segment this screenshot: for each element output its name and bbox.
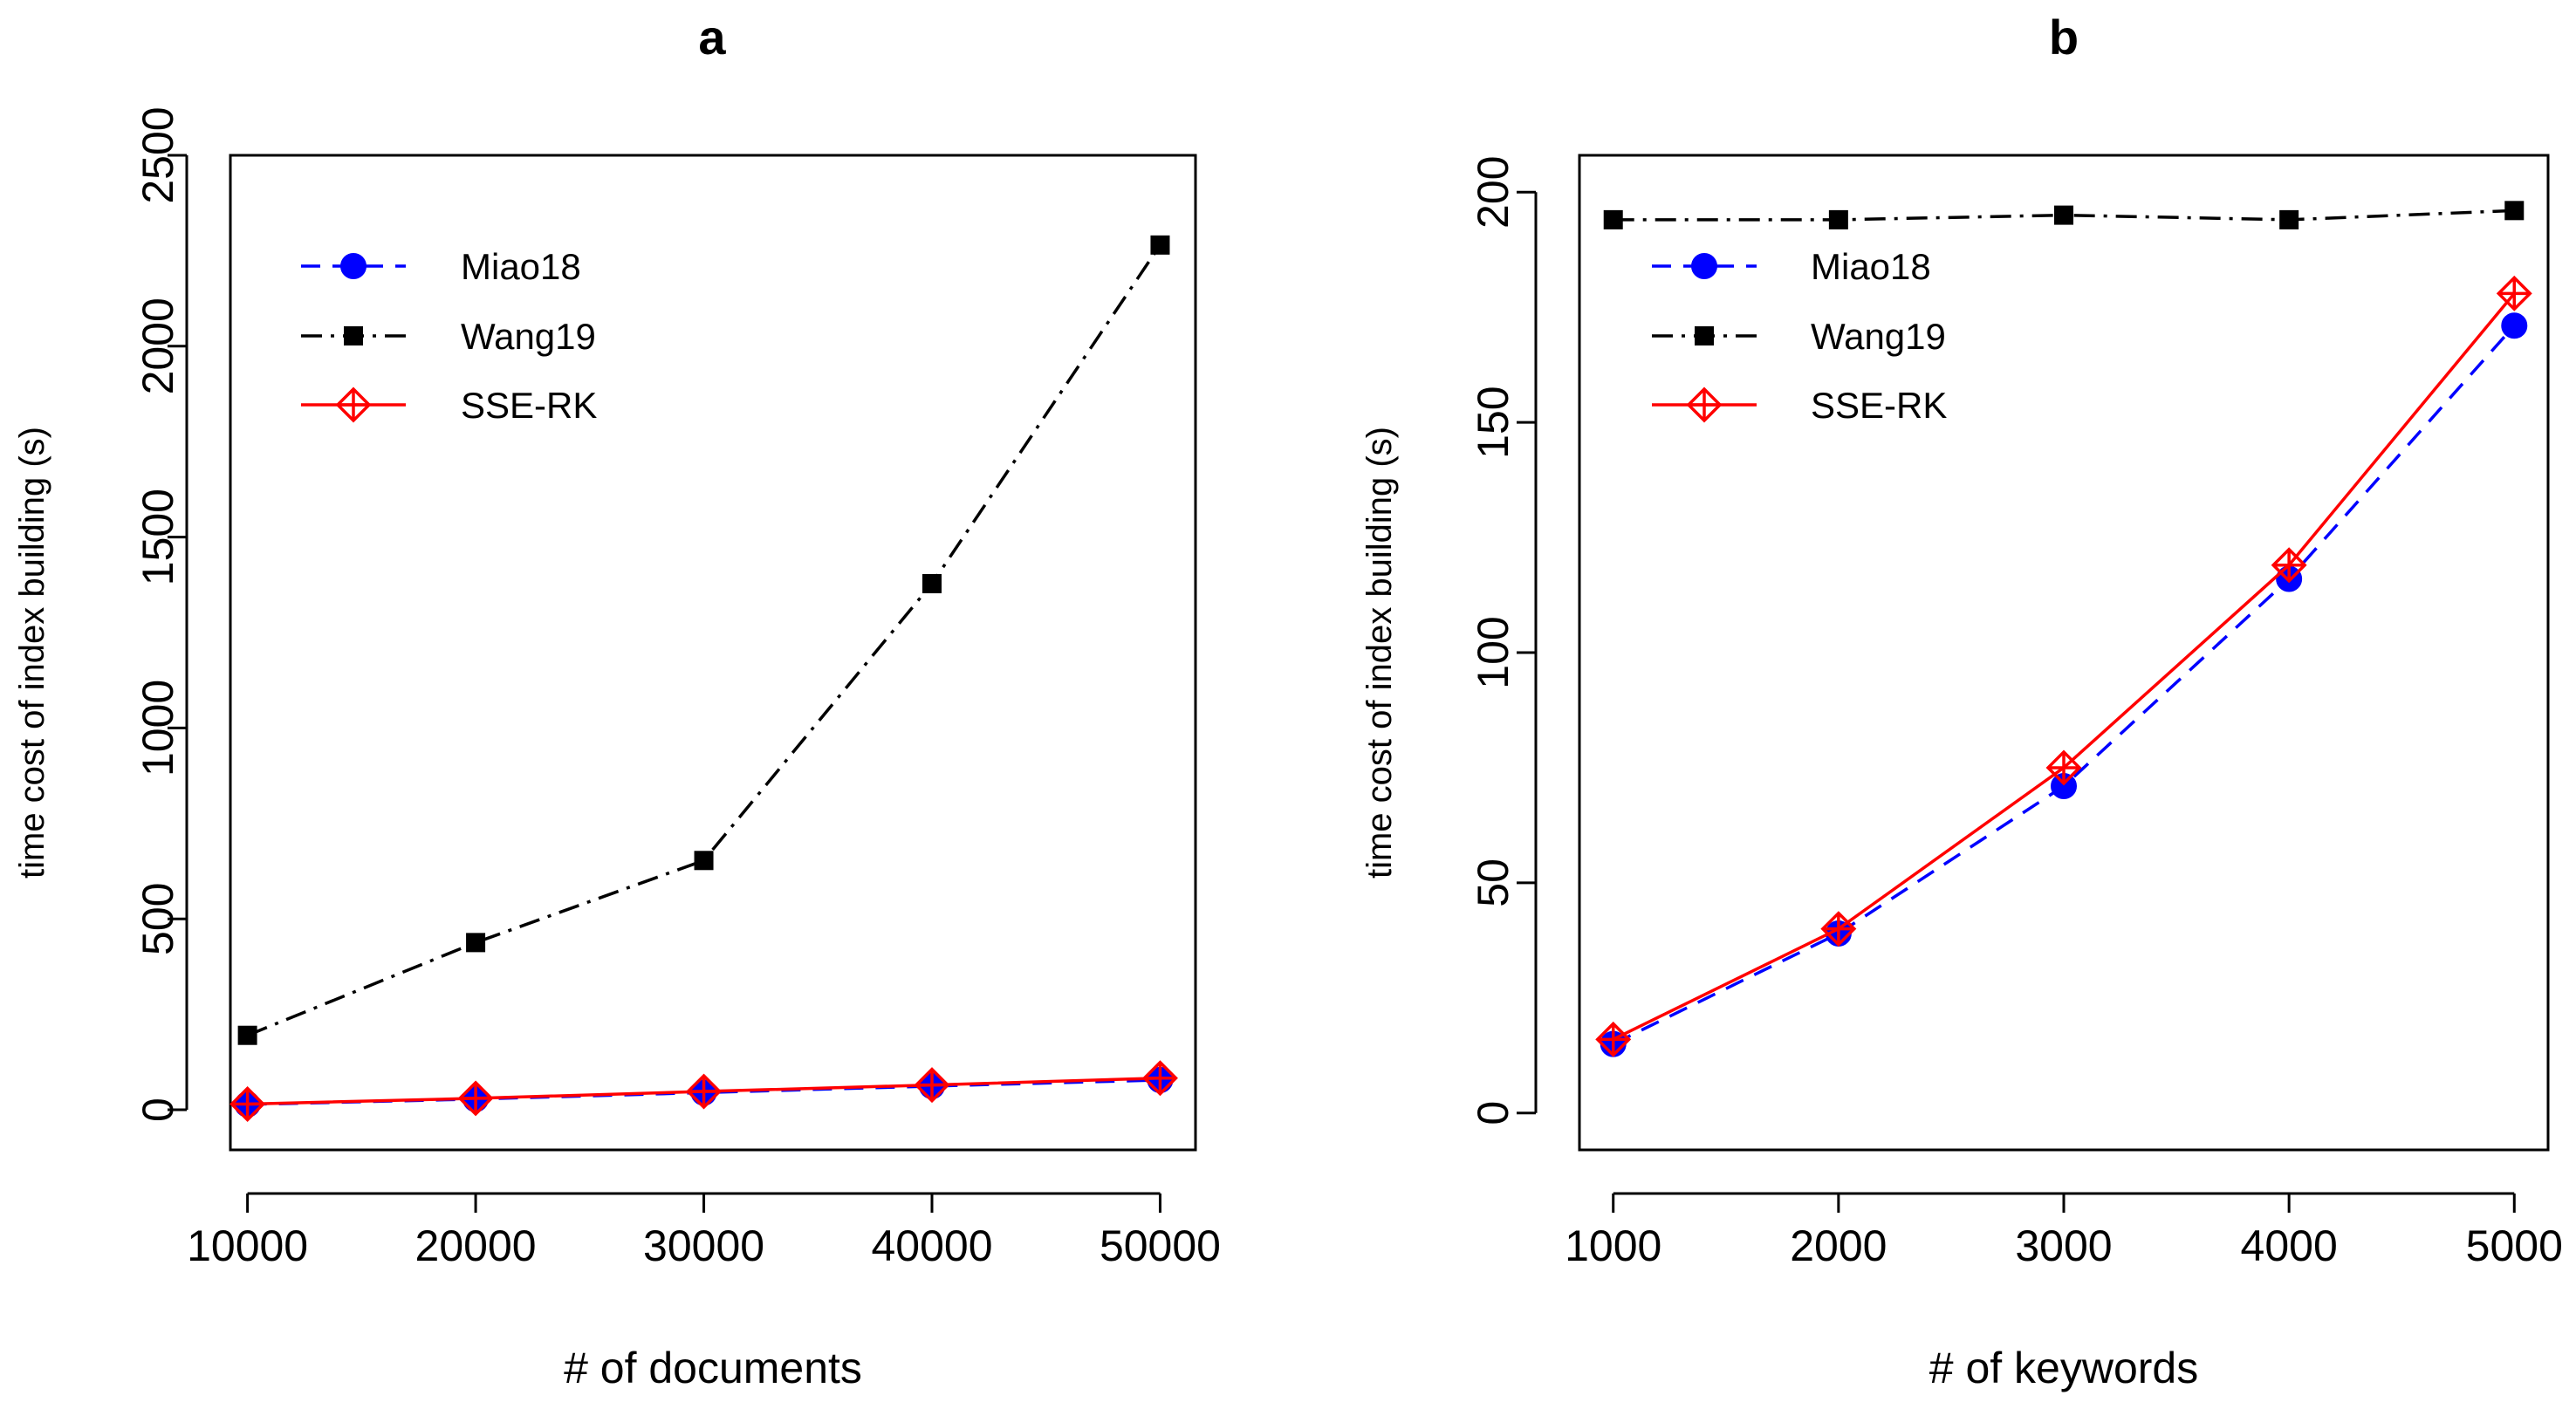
legend-label: SSE-RK (461, 385, 597, 426)
x-tick-label: 40000 (871, 1221, 992, 1270)
series-sse-rk (1595, 275, 2532, 1057)
legend: Miao18 Wang19 SSE-RK (301, 246, 597, 426)
x-axis: 1000 2000 3000 4000 5000 # of keywords (1565, 1192, 2563, 1392)
data-point (1828, 209, 1848, 229)
legend-marker (340, 253, 367, 279)
data-point (2501, 312, 2528, 339)
series-wang19 (237, 235, 1170, 1045)
series-line (1612, 325, 2516, 1046)
series-wang19 (1603, 201, 2525, 229)
legend-marker (344, 326, 363, 345)
legend-marker (1691, 253, 1717, 279)
legend-item-miao18: Miao18 (301, 246, 581, 287)
data-point (237, 1025, 257, 1045)
legend-label: Wang19 (1811, 316, 1946, 357)
x-tick-label: 20000 (415, 1221, 537, 1270)
legend-item-wang19: Wang19 (301, 316, 596, 357)
legend-marker (1686, 386, 1723, 423)
x-tick-label: 3000 (2015, 1221, 2112, 1270)
y-tick-label: 1000 (134, 680, 182, 776)
chart-title: b (2049, 10, 2079, 65)
x-tick-label: 4000 (2241, 1221, 2338, 1270)
y-tick-label: 50 (1469, 858, 1518, 907)
legend-label: Miao18 (1811, 246, 1931, 287)
data-point (1150, 235, 1170, 255)
data-point (686, 1073, 723, 1110)
x-tick-label: 5000 (2466, 1221, 2563, 1270)
legend-marker (335, 386, 372, 423)
legend-item-sse-rk: SSE-RK (1652, 385, 1947, 426)
legend-label: SSE-RK (1811, 385, 1947, 426)
legend-marker (1695, 326, 1714, 345)
y-tick-label: 100 (1469, 616, 1518, 688)
y-tick-label: 1500 (134, 489, 182, 585)
y-tick-label: 500 (134, 883, 182, 955)
y-axis: 0 50 100 150 200 time cost of index building … (1360, 156, 1538, 1125)
x-tick-label: 10000 (187, 1221, 308, 1270)
data-point (2045, 749, 2082, 786)
series-sse-rk (230, 1060, 1178, 1122)
x-tick-label: 1000 (1565, 1221, 1661, 1270)
data-point (922, 574, 942, 594)
y-tick-label: 150 (1469, 386, 1518, 458)
x-axis-title: # of keywords (1929, 1344, 2198, 1392)
data-point (466, 933, 486, 953)
legend-item-miao18: Miao18 (1652, 246, 1931, 287)
legend-item-wang19: Wang19 (1652, 316, 1946, 357)
data-point (2271, 547, 2307, 584)
data-point (694, 851, 714, 871)
data-point (1603, 209, 1623, 229)
x-tick-label: 50000 (1100, 1221, 1221, 1270)
chart-panel-b: b 1000 2000 3000 4000 5000 # of keywords 0 50 100… (1360, 10, 2563, 1392)
series-miao18 (1600, 312, 2528, 1057)
x-axis: 10000 20000 30000 40000 50000 # of documents (187, 1192, 1221, 1392)
data-point (230, 1086, 266, 1122)
x-axis-title: # of documents (564, 1344, 862, 1392)
data-point (2054, 205, 2073, 225)
data-point (914, 1067, 950, 1104)
data-point (2504, 201, 2525, 221)
legend: Miao18 Wang19 SSE-RK (1652, 246, 1947, 426)
legend-label: Miao18 (461, 246, 581, 287)
y-axis-title: time cost of index building (s) (13, 427, 51, 879)
x-tick-label: 2000 (1790, 1221, 1887, 1270)
legend-item-sse-rk: SSE-RK (301, 385, 597, 426)
plot-frame (229, 154, 1197, 1152)
x-tick-label: 30000 (643, 1221, 764, 1270)
y-tick-label: 0 (134, 1098, 182, 1122)
y-axis: 0 500 1000 1500 2000 2500 time cost of index b… (13, 106, 188, 1122)
data-point (2279, 209, 2299, 229)
y-tick-label: 2500 (134, 106, 182, 203)
legend-label: Wang19 (461, 316, 596, 357)
data-point (1820, 911, 1857, 947)
plot-frame (1578, 154, 2550, 1152)
y-tick-label: 0 (1469, 1101, 1518, 1125)
y-tick-label: 200 (1469, 156, 1518, 229)
series-line (246, 243, 1161, 1037)
data-point (457, 1080, 494, 1117)
data-point (2496, 275, 2532, 311)
chart-title: a (698, 10, 726, 65)
data-point (1595, 1021, 1632, 1057)
y-tick-label: 2000 (134, 298, 182, 394)
data-point (1141, 1060, 1178, 1097)
y-axis-title: time cost of index building (s) (1360, 427, 1399, 879)
